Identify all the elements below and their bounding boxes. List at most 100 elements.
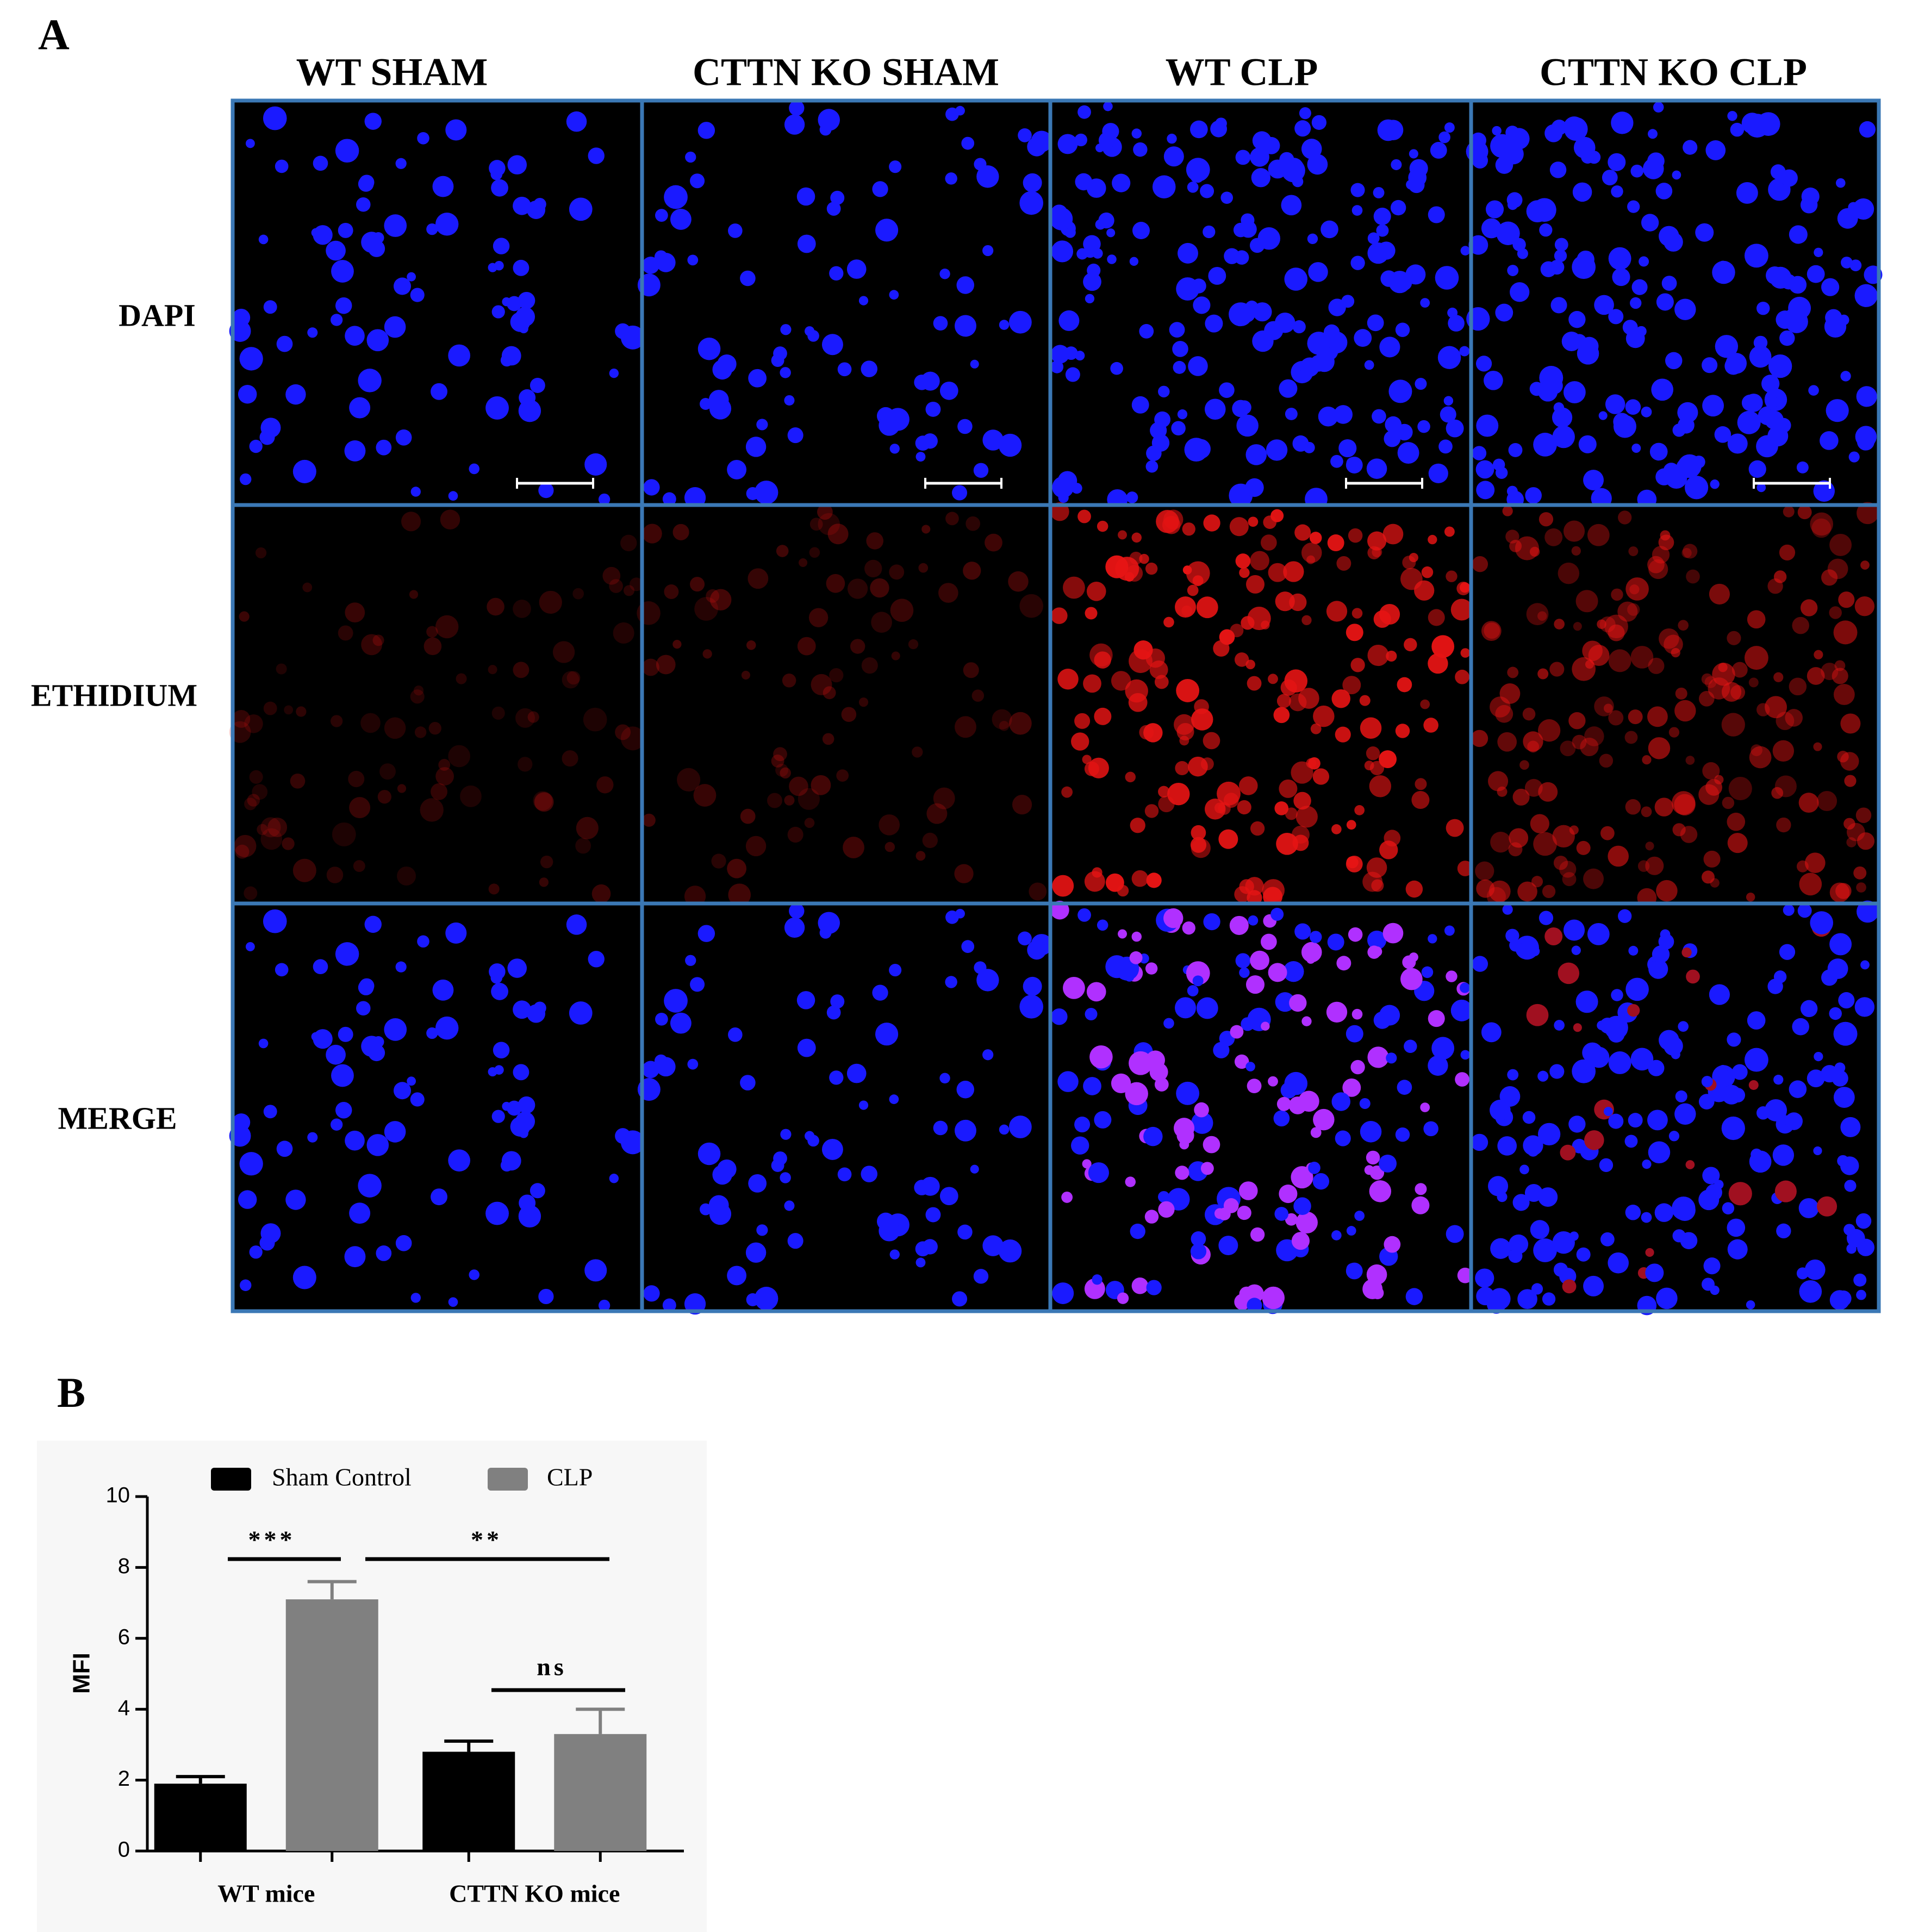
cell — [677, 768, 701, 792]
cell — [1796, 461, 1809, 473]
cell — [670, 1012, 692, 1034]
cell — [1727, 833, 1748, 853]
cell — [1360, 1121, 1382, 1143]
cell — [1585, 1062, 1594, 1071]
cell — [1163, 1018, 1174, 1029]
cell — [1184, 438, 1209, 462]
cell — [1331, 1230, 1342, 1241]
cell — [376, 439, 392, 456]
cell — [1203, 1136, 1220, 1154]
cell — [643, 479, 660, 496]
cell — [662, 1298, 676, 1312]
cell — [1200, 757, 1214, 771]
cell — [1652, 546, 1670, 564]
cell — [1714, 426, 1731, 443]
cell — [1730, 1088, 1746, 1103]
cell — [1611, 588, 1623, 601]
cell — [871, 612, 892, 633]
cell — [566, 914, 587, 935]
micrograph — [233, 903, 642, 1311]
cell — [1472, 556, 1488, 572]
cell — [837, 362, 852, 377]
cell — [1630, 164, 1644, 178]
cell — [507, 155, 527, 174]
cell — [1648, 559, 1668, 579]
cell — [1808, 385, 1819, 396]
cell — [1077, 908, 1091, 922]
cell — [1386, 650, 1397, 662]
cell — [780, 767, 791, 779]
cell — [1702, 870, 1715, 884]
cell — [1841, 257, 1853, 269]
cell — [1150, 422, 1167, 439]
cell — [694, 597, 718, 621]
cell — [1176, 1081, 1200, 1105]
cell — [1829, 533, 1852, 556]
cell — [1149, 1062, 1168, 1081]
cell — [1577, 250, 1594, 269]
cell — [1112, 173, 1131, 192]
cell — [1144, 1210, 1159, 1224]
cell — [1218, 1236, 1238, 1256]
cell — [955, 716, 976, 738]
cell — [963, 562, 981, 580]
cell — [1563, 919, 1585, 941]
cell — [1245, 1062, 1255, 1071]
cell — [1748, 677, 1759, 688]
cell — [372, 1036, 384, 1048]
cell — [290, 773, 306, 789]
cell — [591, 884, 611, 903]
cell — [448, 1297, 458, 1307]
cell — [1537, 668, 1549, 680]
cell — [1029, 882, 1047, 901]
cell — [1094, 707, 1112, 725]
cell — [1628, 1113, 1643, 1128]
cell — [1747, 1011, 1766, 1030]
cell — [1377, 119, 1399, 141]
cell — [1522, 707, 1536, 721]
cell — [1744, 646, 1768, 670]
cell — [745, 1242, 767, 1263]
cell — [1789, 225, 1808, 244]
cell — [613, 622, 634, 644]
cell — [1608, 1051, 1631, 1074]
cell — [1497, 732, 1517, 752]
cell — [267, 817, 288, 837]
cell — [276, 335, 293, 352]
cell — [1698, 691, 1715, 707]
cell — [539, 590, 562, 614]
cell — [861, 1166, 877, 1182]
cell — [1856, 1289, 1866, 1300]
cell — [1239, 567, 1250, 578]
cell — [1608, 309, 1624, 325]
cell — [1522, 1111, 1536, 1124]
cell — [1130, 1223, 1145, 1239]
cell — [540, 855, 553, 869]
cell — [1554, 238, 1568, 252]
cell — [1798, 1198, 1819, 1218]
cell — [642, 813, 656, 827]
cell — [1608, 153, 1626, 171]
cell — [1200, 1162, 1214, 1175]
cell — [1608, 649, 1631, 672]
cell — [685, 955, 696, 966]
cell — [1843, 818, 1855, 830]
cell — [1608, 1113, 1624, 1129]
cell — [1854, 997, 1875, 1017]
cell — [1664, 232, 1683, 252]
cell — [804, 818, 815, 828]
cell — [1342, 1078, 1361, 1097]
cell — [1366, 746, 1380, 761]
cell — [1146, 872, 1162, 888]
cell — [527, 200, 546, 219]
cell — [787, 427, 803, 444]
cell — [1611, 989, 1623, 1001]
cell — [448, 1149, 470, 1172]
cell — [889, 564, 905, 580]
cell — [1705, 140, 1726, 160]
chart: 0 2 4 6 8 10 WT mice CTTN KO mice Sham Control CL… — [106, 1463, 684, 1908]
cell — [789, 100, 805, 116]
cell — [1702, 1277, 1715, 1291]
legend-swatch — [211, 1468, 251, 1491]
